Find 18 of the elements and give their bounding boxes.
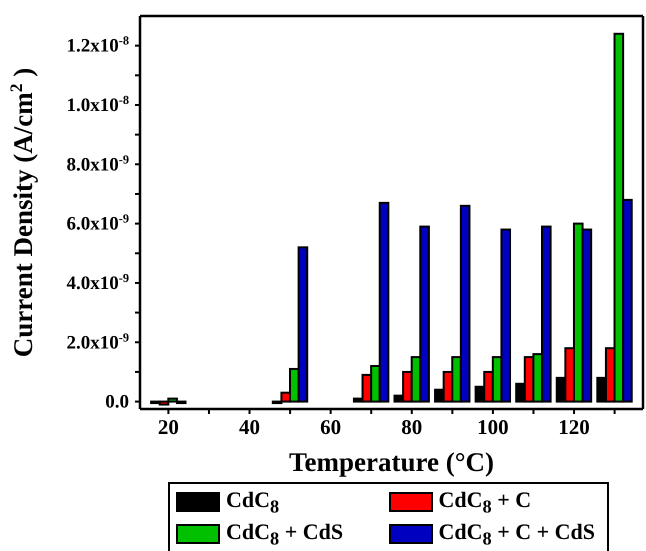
y-tick-label: 6.0x10$^{-9}$ — [66, 212, 129, 235]
y-tick-label: 1.0x10$^{-8}$ — [66, 92, 129, 116]
y-tick-label: 2.0x10$^{-9}$ — [66, 330, 129, 354]
x-axis-title: Temperature (°C) — [288, 447, 494, 477]
x-tick-label: 120 — [558, 415, 590, 439]
legend-label: CdC$_{8}$ + CdS — [226, 518, 344, 550]
x-tick-label: 80 — [401, 415, 422, 439]
x-tick-label: 100 — [477, 415, 509, 439]
x-tick-label: 60 — [320, 415, 342, 439]
y-tick-label: 4.0x10$^{-9}$ — [66, 270, 129, 294]
y-tick-label: 8.0x10$^{-9}$ — [66, 152, 129, 176]
legend-label: CdC$_{8}$ + C — [438, 486, 532, 518]
y-tick-label: 0.0 — [105, 392, 129, 413]
legend-label: CdC$_{8}$ + C + CdS — [438, 518, 596, 550]
y-tick-label: 1.2x10$^{-8}$ — [66, 34, 129, 57]
x-tick-label: 20 — [158, 415, 179, 439]
x-tick-label: 40 — [239, 415, 260, 439]
legend-label: CdC$_{8}$ — [226, 486, 280, 518]
